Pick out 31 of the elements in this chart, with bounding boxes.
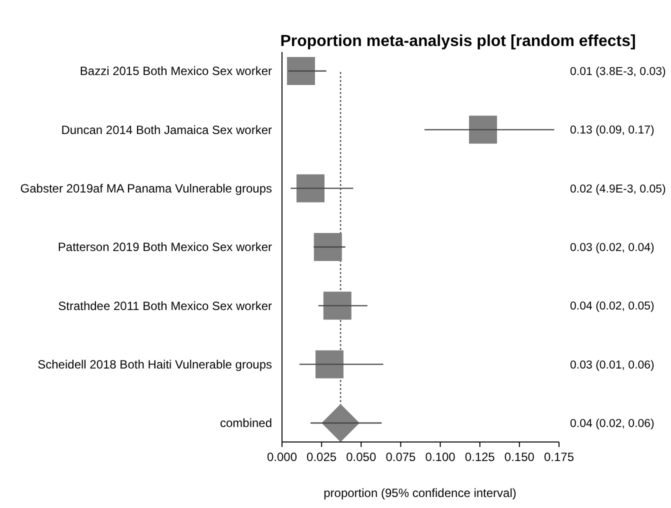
text: 0.04 (0.02, 0.05) <box>570 300 655 313</box>
point <box>296 174 324 202</box>
x-tick-label: 0.175 <box>544 450 574 464</box>
y-tick-label: combined <box>220 416 272 430</box>
point <box>469 116 498 144</box>
y-tick-label: Duncan 2014 Both Jamaica Sex worker <box>61 122 272 137</box>
chart-title: Proportion meta-analysis plot [random effects] <box>280 33 636 50</box>
text: 0.04 (0.02, 0.06) <box>570 418 655 430</box>
point <box>286 57 315 85</box>
y-tick-label: Gabster 2019af MA Panama Vulnerable groups <box>20 182 272 196</box>
text: 0.03 (0.02, 0.04) <box>570 242 655 254</box>
y-tick-label: Strathdee 2011 Both Mexico Sex worker <box>58 298 272 313</box>
point <box>322 404 360 442</box>
y-tick-label: Patterson 2019 Both Mexico Sex worker <box>58 240 272 254</box>
text: 0.03 (0.01, 0.06) <box>570 359 655 372</box>
y-tick-label: Scheidell 2018 Both Haiti Vulnerable groups <box>38 358 272 372</box>
point <box>323 292 352 320</box>
x-tick-label: 0.125 <box>464 450 496 464</box>
y-tick-label: Bazzi 2015 Both Mexico Sex worker <box>80 64 272 78</box>
x-tick-label: 0.100 <box>425 450 456 464</box>
text: 0.13 (0.09, 0.17) <box>570 124 655 137</box>
x-tick-label: 0.150 <box>504 450 535 464</box>
x-tick-label: 0.000 <box>266 450 298 464</box>
text: 0.01 (3.8E-3, 0.03) <box>570 66 666 78</box>
x-tick-label: 0.050 <box>346 450 376 464</box>
x-axis-title: proportion (95% confidence interval) <box>324 486 516 500</box>
text: 0.02 (4.9E-3, 0.05) <box>570 183 666 196</box>
point <box>314 233 342 261</box>
point <box>315 350 344 378</box>
x-tick-label: 0.025 <box>306 450 337 464</box>
x-tick-label: 0.075 <box>386 450 416 464</box>
